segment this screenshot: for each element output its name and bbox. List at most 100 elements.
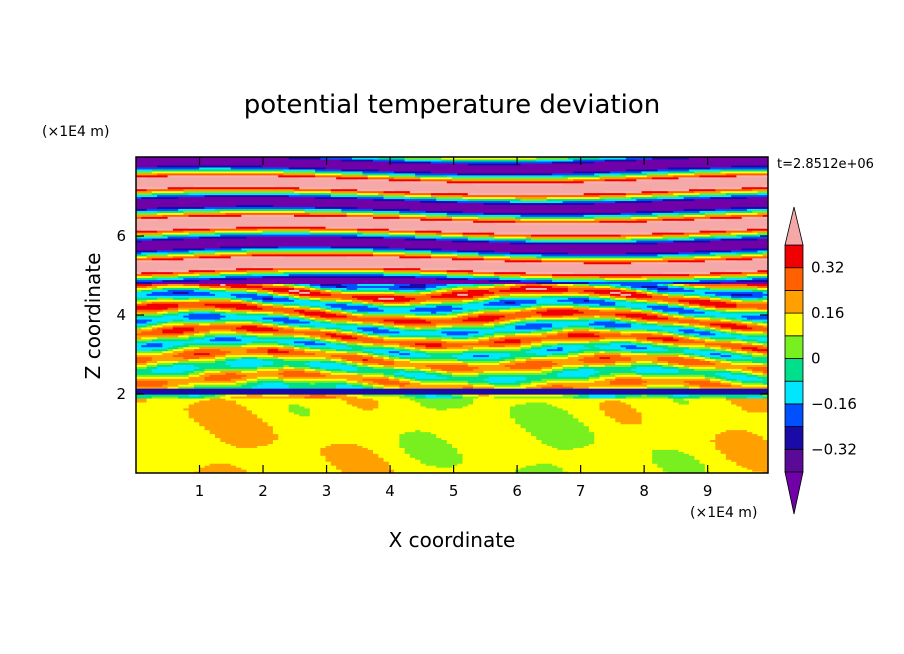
contour-cell — [631, 340, 643, 344]
contour-cell — [673, 322, 690, 326]
contour-cell — [136, 202, 485, 206]
contour-cell — [731, 297, 743, 300]
contour-cell — [204, 370, 221, 373]
contour-cell — [357, 372, 385, 375]
contour-cell — [552, 370, 564, 373]
contour-cell — [583, 421, 622, 425]
contour-cell — [720, 378, 727, 381]
contour-cell — [557, 374, 590, 377]
contour-cell — [483, 370, 543, 373]
contour-cell — [330, 354, 364, 358]
contour-cell — [452, 445, 553, 448]
contour-cell — [430, 295, 474, 298]
contour-cell — [399, 441, 448, 444]
contour-cell — [710, 324, 722, 328]
contour-cell — [430, 366, 479, 369]
contour-cell — [209, 330, 237, 334]
contour-cell — [562, 364, 585, 367]
contour-cell — [241, 467, 337, 470]
contour-cell — [388, 234, 416, 237]
contour-cell — [525, 320, 595, 324]
contour-cell — [378, 305, 416, 308]
contour-cell — [241, 376, 258, 379]
contour-cell — [294, 188, 332, 192]
contour-cell — [262, 358, 285, 362]
contour-cell — [615, 307, 632, 310]
contour-cell — [283, 382, 311, 385]
contour-cell — [351, 299, 364, 302]
contour-cell — [415, 429, 421, 433]
contour-cell — [157, 218, 390, 221]
contour-cell — [546, 401, 601, 405]
contour-cell — [673, 334, 680, 338]
contour-cell — [715, 338, 743, 342]
contour-cell — [409, 358, 458, 362]
contour-cell — [251, 330, 332, 334]
contour-cell — [525, 239, 637, 243]
contour-cell — [136, 261, 527, 265]
contour-cell — [689, 399, 732, 403]
contour-cell — [404, 431, 432, 435]
contour-cell — [425, 210, 464, 213]
contour-cell — [373, 214, 400, 217]
contour-cell — [467, 192, 585, 196]
contour-cell — [404, 328, 437, 332]
contour-cell — [251, 253, 374, 257]
contour-cell — [689, 354, 701, 358]
contour-cell — [346, 332, 358, 336]
contour-cell — [594, 216, 632, 219]
contour-cell — [441, 293, 458, 296]
contour-cell — [383, 386, 400, 389]
contour-cell — [141, 216, 169, 219]
contour-cell — [136, 382, 169, 385]
contour-cell — [689, 322, 701, 326]
contour-cell — [752, 348, 768, 352]
contour-cell — [509, 320, 516, 324]
contour-cell — [315, 172, 342, 176]
contour-cell — [157, 194, 206, 198]
contour-cell — [525, 236, 627, 239]
contour-cell — [236, 326, 274, 330]
contour-cell — [257, 415, 511, 419]
contour-cell — [272, 204, 768, 207]
contour-cell — [694, 249, 732, 253]
contour-cell — [552, 368, 564, 371]
contour-cell — [151, 370, 184, 373]
contour-cell — [531, 382, 548, 385]
contour-cell — [731, 384, 743, 387]
contour-cell — [362, 374, 385, 377]
contour-cell — [552, 344, 585, 348]
contour-cell — [157, 326, 174, 330]
contour-cell — [462, 459, 653, 462]
contour-cell — [309, 318, 316, 322]
contour-cell — [399, 216, 427, 219]
contour-cell — [178, 386, 195, 389]
contour-cell — [562, 469, 664, 472]
contour-cell — [309, 291, 321, 294]
contour-cell — [278, 322, 290, 326]
contour-cell — [483, 332, 495, 336]
contour-cell — [457, 358, 506, 362]
contour-cell — [283, 344, 295, 348]
contour-cell — [415, 395, 427, 399]
contour-cell — [625, 299, 637, 302]
contour-cell — [562, 467, 664, 470]
contour-cell — [178, 352, 195, 356]
contour-cell — [578, 352, 595, 356]
contour-cell — [304, 370, 321, 373]
contour-cell — [278, 324, 290, 328]
contour-cell — [272, 322, 279, 326]
contour-cell — [394, 324, 406, 328]
contour-cell — [136, 397, 148, 401]
contour-cell — [420, 326, 443, 330]
contour-cell — [404, 251, 432, 255]
contour-cell — [757, 340, 768, 344]
contour-cell — [330, 463, 390, 466]
contour-cell — [136, 174, 169, 178]
contour-cell — [625, 287, 632, 290]
contour-cell — [657, 330, 669, 334]
contour-cell — [731, 340, 748, 344]
contour-cell — [541, 378, 590, 381]
contour-cell — [288, 386, 337, 389]
